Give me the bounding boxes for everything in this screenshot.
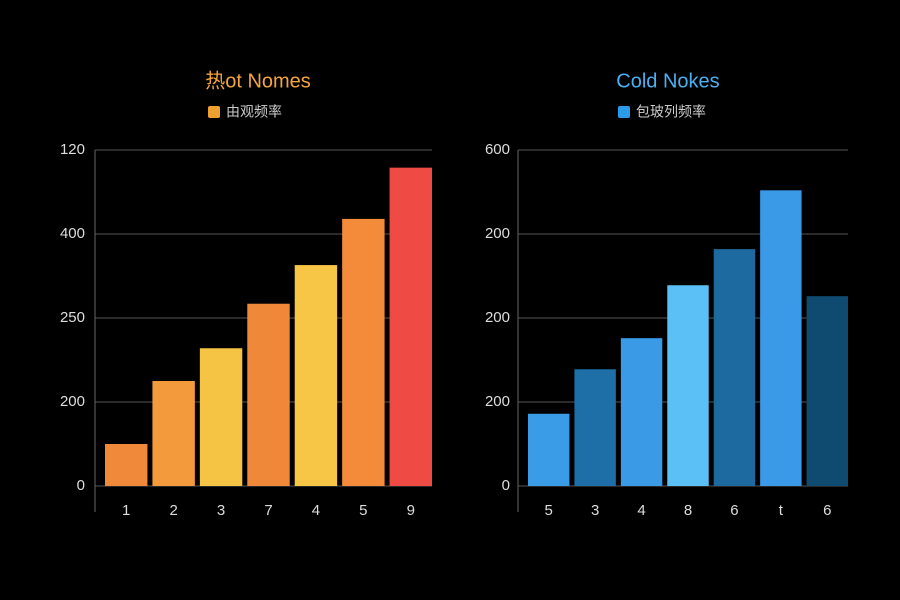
x-tick-label: 2 [169, 502, 177, 519]
legend-swatch [208, 106, 220, 118]
bar [199, 348, 243, 486]
x-tick-label: 8 [684, 502, 692, 519]
x-tick-label: 4 [312, 502, 320, 519]
bar [389, 167, 432, 486]
bar [152, 381, 195, 486]
bar [713, 249, 756, 486]
y-tick-label: 0 [502, 477, 510, 494]
y-tick-label: 120 [60, 141, 85, 158]
bar [247, 303, 290, 486]
x-tick-label: 6 [730, 502, 738, 519]
y-tick-label: 200 [485, 225, 510, 242]
chart-title: 热ot Nomes [205, 69, 311, 92]
bar [620, 338, 663, 486]
y-tick-label: 600 [485, 141, 510, 158]
legend-swatch [618, 106, 630, 118]
bar [342, 218, 385, 486]
x-tick-label: 7 [264, 502, 272, 519]
y-tick-label: 400 [60, 225, 85, 242]
chart-title: Cold Nokes [616, 70, 719, 92]
y-tick-label: 0 [77, 477, 85, 494]
bar [806, 296, 848, 486]
bar [667, 285, 709, 486]
bar [105, 444, 148, 486]
x-tick-label: 3 [217, 502, 225, 519]
y-tick-label: 200 [485, 393, 510, 410]
legend-label: 由观频率 [226, 104, 282, 120]
x-tick-label: 1 [122, 502, 130, 519]
y-tick-label: 200 [485, 309, 510, 326]
x-tick-label: 4 [637, 502, 645, 519]
bar [574, 369, 616, 486]
y-tick-label: 250 [60, 309, 85, 326]
bar [528, 413, 570, 486]
x-tick-label: 3 [591, 502, 599, 519]
x-tick-label: 5 [359, 502, 367, 519]
legend-label: 包玻列频率 [636, 104, 706, 120]
x-tick-label: 9 [407, 502, 415, 519]
x-tick-label: 6 [823, 502, 831, 519]
bar [294, 265, 338, 486]
bar [760, 190, 802, 486]
x-tick-label: 5 [545, 502, 553, 519]
y-tick-label: 200 [60, 393, 85, 410]
x-tick-label: t [779, 502, 784, 519]
